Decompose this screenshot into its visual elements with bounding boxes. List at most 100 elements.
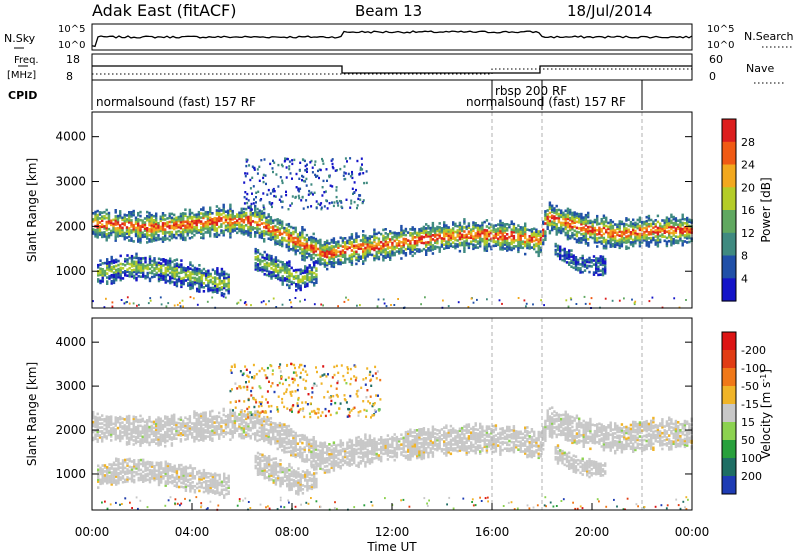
- power-cell: [322, 244, 324, 247]
- velocity-cell: [193, 422, 195, 425]
- power-cell: [220, 229, 222, 232]
- power-cell: [305, 165, 307, 167]
- power-cell: [286, 176, 288, 178]
- power-cell: [262, 177, 264, 179]
- power-cell: [117, 260, 119, 263]
- power-cell: [555, 249, 557, 252]
- power-cell: [243, 225, 245, 228]
- power-cell: [97, 278, 99, 281]
- velocity-cell: [142, 426, 144, 429]
- power-cell: [166, 231, 168, 234]
- power-cell: [582, 271, 584, 274]
- velocity-cell: [232, 420, 234, 423]
- power-cell: [268, 254, 270, 257]
- velocity-cell: [164, 415, 166, 418]
- velocity-cell: [279, 430, 281, 433]
- power-cell: [180, 277, 182, 280]
- power-cell: [488, 231, 490, 234]
- power-cell: [360, 243, 362, 246]
- power-cell: [664, 219, 666, 222]
- power-cell: [144, 265, 146, 268]
- power-cell: [666, 231, 668, 234]
- power-cell: [518, 297, 520, 299]
- power-cell: [468, 243, 470, 246]
- velocity-cell: [137, 425, 139, 428]
- power-cell: [251, 193, 253, 195]
- power-cell: [259, 180, 261, 182]
- power-cell: [349, 236, 351, 239]
- power-cell: [650, 237, 652, 240]
- power-cell: [459, 250, 461, 253]
- power-cell: [220, 213, 222, 216]
- velocity-cell: [193, 436, 195, 439]
- power-cell: [475, 222, 477, 225]
- power-cell: [355, 251, 357, 254]
- power-cell: [561, 259, 563, 262]
- velocity-cell: [324, 442, 326, 445]
- power-cell: [282, 201, 284, 203]
- power-cell: [178, 234, 180, 237]
- power-cell: [569, 235, 571, 238]
- power-cell: [335, 170, 337, 172]
- power-cell: [414, 240, 416, 243]
- power-cell: [547, 213, 549, 216]
- velocity-cell: [328, 447, 330, 450]
- power-cell: [484, 221, 486, 224]
- power-cell: [259, 224, 261, 227]
- velocity-cell: [126, 441, 128, 444]
- velocity-cell: [162, 424, 164, 427]
- power-cell: [682, 222, 684, 225]
- velocity-cell: [97, 438, 99, 441]
- power-cell: [106, 272, 108, 275]
- power-cell: [551, 221, 553, 224]
- velocity-cell: [324, 451, 326, 454]
- power-cell: [452, 245, 454, 248]
- power-cell: [205, 211, 207, 214]
- power-cell: [562, 212, 564, 215]
- power-cell: [187, 216, 189, 219]
- power-cell: [593, 271, 595, 274]
- power-cell: [648, 241, 650, 244]
- power-cell: [350, 175, 352, 177]
- power-cell: [407, 231, 409, 234]
- power-cell: [314, 164, 316, 166]
- power-cell: [146, 211, 148, 214]
- power-cell: [268, 263, 270, 266]
- power-cell: [337, 255, 339, 258]
- velocity-cell: [211, 416, 213, 419]
- power-cell: [544, 210, 546, 213]
- velocity-cell: [171, 426, 173, 429]
- power-cell: [202, 223, 204, 226]
- power-cell: [340, 251, 342, 254]
- velocity-cell: [272, 426, 274, 429]
- power-cell: [409, 232, 411, 235]
- power-cell: [221, 268, 223, 271]
- power-cell: [549, 216, 551, 219]
- velocity-cell: [198, 413, 200, 416]
- power-cell: [270, 226, 272, 229]
- velocity-cell: [259, 435, 261, 438]
- power-cell: [155, 237, 157, 240]
- power-cell: [255, 201, 257, 203]
- power-cell: [623, 297, 625, 299]
- power-cell: [292, 227, 294, 230]
- power-cell: [382, 255, 384, 258]
- power-cell: [355, 189, 357, 191]
- power-cell: [161, 303, 163, 305]
- power-cell: [263, 204, 265, 206]
- velocity-cell: [108, 416, 110, 419]
- velocity-cell: [277, 430, 279, 433]
- velocity-cell: [144, 424, 146, 427]
- power-cell: [634, 302, 636, 304]
- velocity-cell: [151, 439, 153, 442]
- power-cell: [580, 227, 582, 230]
- power-cell: [443, 221, 445, 224]
- power-cell: [655, 239, 657, 242]
- velocity-cell: [247, 411, 249, 414]
- power-cell: [684, 222, 686, 225]
- power-cell: [99, 280, 101, 283]
- power-cell: [436, 226, 438, 229]
- power-cell: [547, 209, 549, 212]
- velocity-cell: [265, 419, 267, 422]
- freq-tick-bottom: 8: [66, 70, 73, 83]
